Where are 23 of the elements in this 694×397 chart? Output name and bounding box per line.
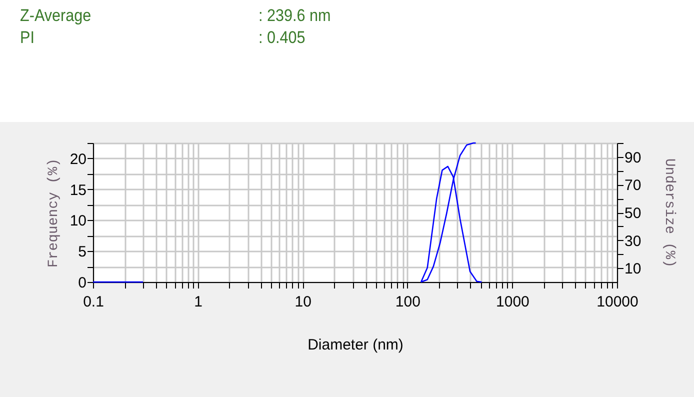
x-tick-label: 100 [395, 294, 420, 310]
y2-tick-label: 70 [624, 177, 642, 194]
x-tick-label: 10000 [596, 294, 638, 310]
y2-tick-label: 50 [624, 205, 642, 222]
y-tick-label: 0 [78, 274, 86, 292]
text: : 0.405 [258, 28, 306, 48]
y2-tick-label: 30 [624, 232, 642, 250]
y2-tick-label: 90 [624, 149, 642, 166]
text: PI [20, 28, 36, 48]
text: Z-Average [20, 6, 92, 26]
y2-axis-title: Undersize (%) [661, 158, 678, 268]
x-tick-label: 0.1 [83, 294, 104, 310]
y2-tick-label: 10 [624, 260, 642, 278]
y-tick-label: 15 [70, 182, 86, 199]
x-tick-label: 10 [294, 294, 312, 310]
x-tick-label: 1 [194, 294, 202, 310]
x-axis-title: Diameter (nm) [308, 336, 404, 354]
x-tick-label: 1000 [496, 294, 530, 310]
y-tick-label: 5 [78, 244, 86, 261]
y-tick-label: 10 [70, 212, 86, 230]
text: : 239.6 nm [258, 6, 331, 26]
y-tick-label: 20 [70, 150, 86, 168]
y-axis-title: Frequency (%) [46, 158, 62, 268]
